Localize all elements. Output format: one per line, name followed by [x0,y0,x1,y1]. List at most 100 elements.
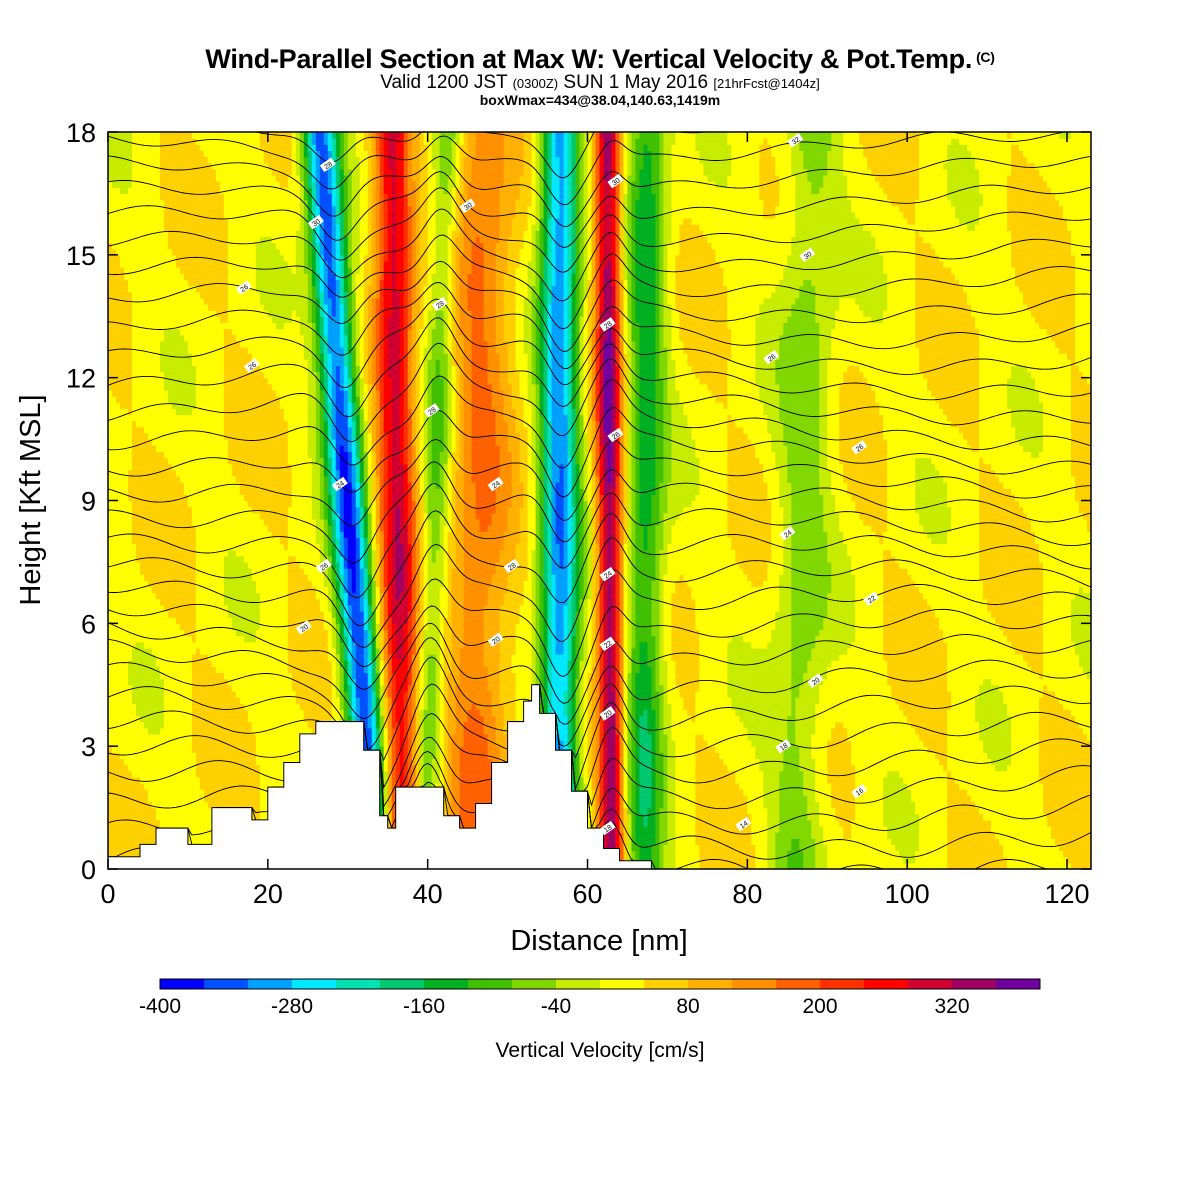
velocity-cell [295,174,301,231]
velocity-cell [1019,291,1024,366]
velocity-cell [731,770,736,869]
velocity-cell [743,574,748,643]
velocity-cell [183,132,189,280]
velocity-cell [683,580,689,710]
contour-label-bg [599,636,616,652]
velocity-cell [1079,586,1084,667]
velocity-cell [375,727,381,760]
velocity-cell [775,285,780,360]
velocity-cell [311,322,317,373]
isentrope-line [108,187,1091,273]
colorbar-swatch [292,979,337,989]
velocity-cell [351,291,357,348]
x-tick-label: 80 [732,879,762,909]
velocity-cell [1087,531,1091,594]
velocity-cell [923,746,928,869]
velocity-cell [707,242,712,391]
velocity-cell [355,132,361,158]
velocity-cell [139,641,145,723]
velocity-cell [363,629,369,674]
velocity-cell [371,715,377,760]
velocity-cell [155,132,161,452]
colorbar-swatch [336,979,381,989]
velocity-cell [263,377,269,526]
velocity-cell [155,598,161,667]
velocity-cell [315,598,321,735]
velocity-cell [827,132,832,152]
velocity-cell [627,672,633,815]
velocity-cell [663,733,669,846]
velocity-cell [1035,132,1040,170]
velocity-cell [435,359,441,489]
velocity-cell [207,310,213,661]
velocity-cell [343,451,349,538]
velocity-cell [815,635,820,704]
velocity-cell [615,310,621,366]
velocity-cell [171,328,177,409]
velocity-cell [319,353,325,391]
colorbar-tick-label: 200 [802,995,837,1018]
velocity-cell [319,316,325,354]
velocity-cell [131,132,137,422]
velocity-cell [1071,715,1076,869]
velocity-cell [775,174,780,207]
velocity-cell [127,132,133,188]
velocity-cell [891,132,896,207]
velocity-cell [1047,334,1052,692]
velocity-cell [611,488,617,692]
velocity-cell [231,629,237,692]
velocity-cell [1019,445,1024,508]
velocity-cell [995,623,1000,686]
velocity-cell [355,506,361,538]
velocity-cell [567,598,573,661]
velocity-cell [375,543,381,588]
velocity-cell [511,561,517,655]
velocity-cell [935,469,940,545]
velocity-cell [799,684,804,772]
velocity-cell [383,586,389,631]
isentrope-line [108,637,1091,751]
velocity-cell [427,518,433,655]
velocity-cell [287,506,293,557]
velocity-cell [867,230,872,317]
velocity-cell [1075,132,1080,366]
velocity-cell [747,813,752,869]
velocity-cell [759,402,764,465]
colorbar-tick-label: 80 [676,995,699,1018]
velocity-cell [767,432,772,502]
velocity-cell [655,525,661,692]
velocity-cell [331,518,337,545]
contour-label-text: 26 [240,284,250,294]
velocity-cell [447,672,453,869]
velocity-cell [167,463,173,618]
velocity-cell [411,181,417,305]
velocity-cell [939,764,944,869]
velocity-cell [263,236,269,311]
velocity-cell [1027,518,1032,667]
velocity-cell [763,132,768,139]
velocity-cell [775,611,780,833]
velocity-cell [991,684,996,766]
velocity-cell [199,150,205,299]
velocity-cell [455,469,461,686]
velocity-cell [603,494,609,869]
velocity-cell [231,132,237,336]
contour-label: 28 [423,403,440,418]
velocity-cell [915,586,920,735]
velocity-cell [651,494,657,581]
velocity-cell [987,463,992,612]
velocity-cell [175,267,181,330]
velocity-cell [1083,377,1088,520]
velocity-cell [303,359,309,575]
velocity-cell [351,525,357,594]
velocity-cell [811,758,816,839]
velocity-cell [847,365,852,495]
velocity-cell [667,482,673,545]
velocity-cell [451,568,457,735]
velocity-cell [823,531,828,618]
velocity-cell [535,383,541,803]
colorbar-swatch [776,979,821,989]
velocity-cell [479,715,485,869]
velocity-cell [583,500,589,600]
velocity-cell [171,408,177,471]
